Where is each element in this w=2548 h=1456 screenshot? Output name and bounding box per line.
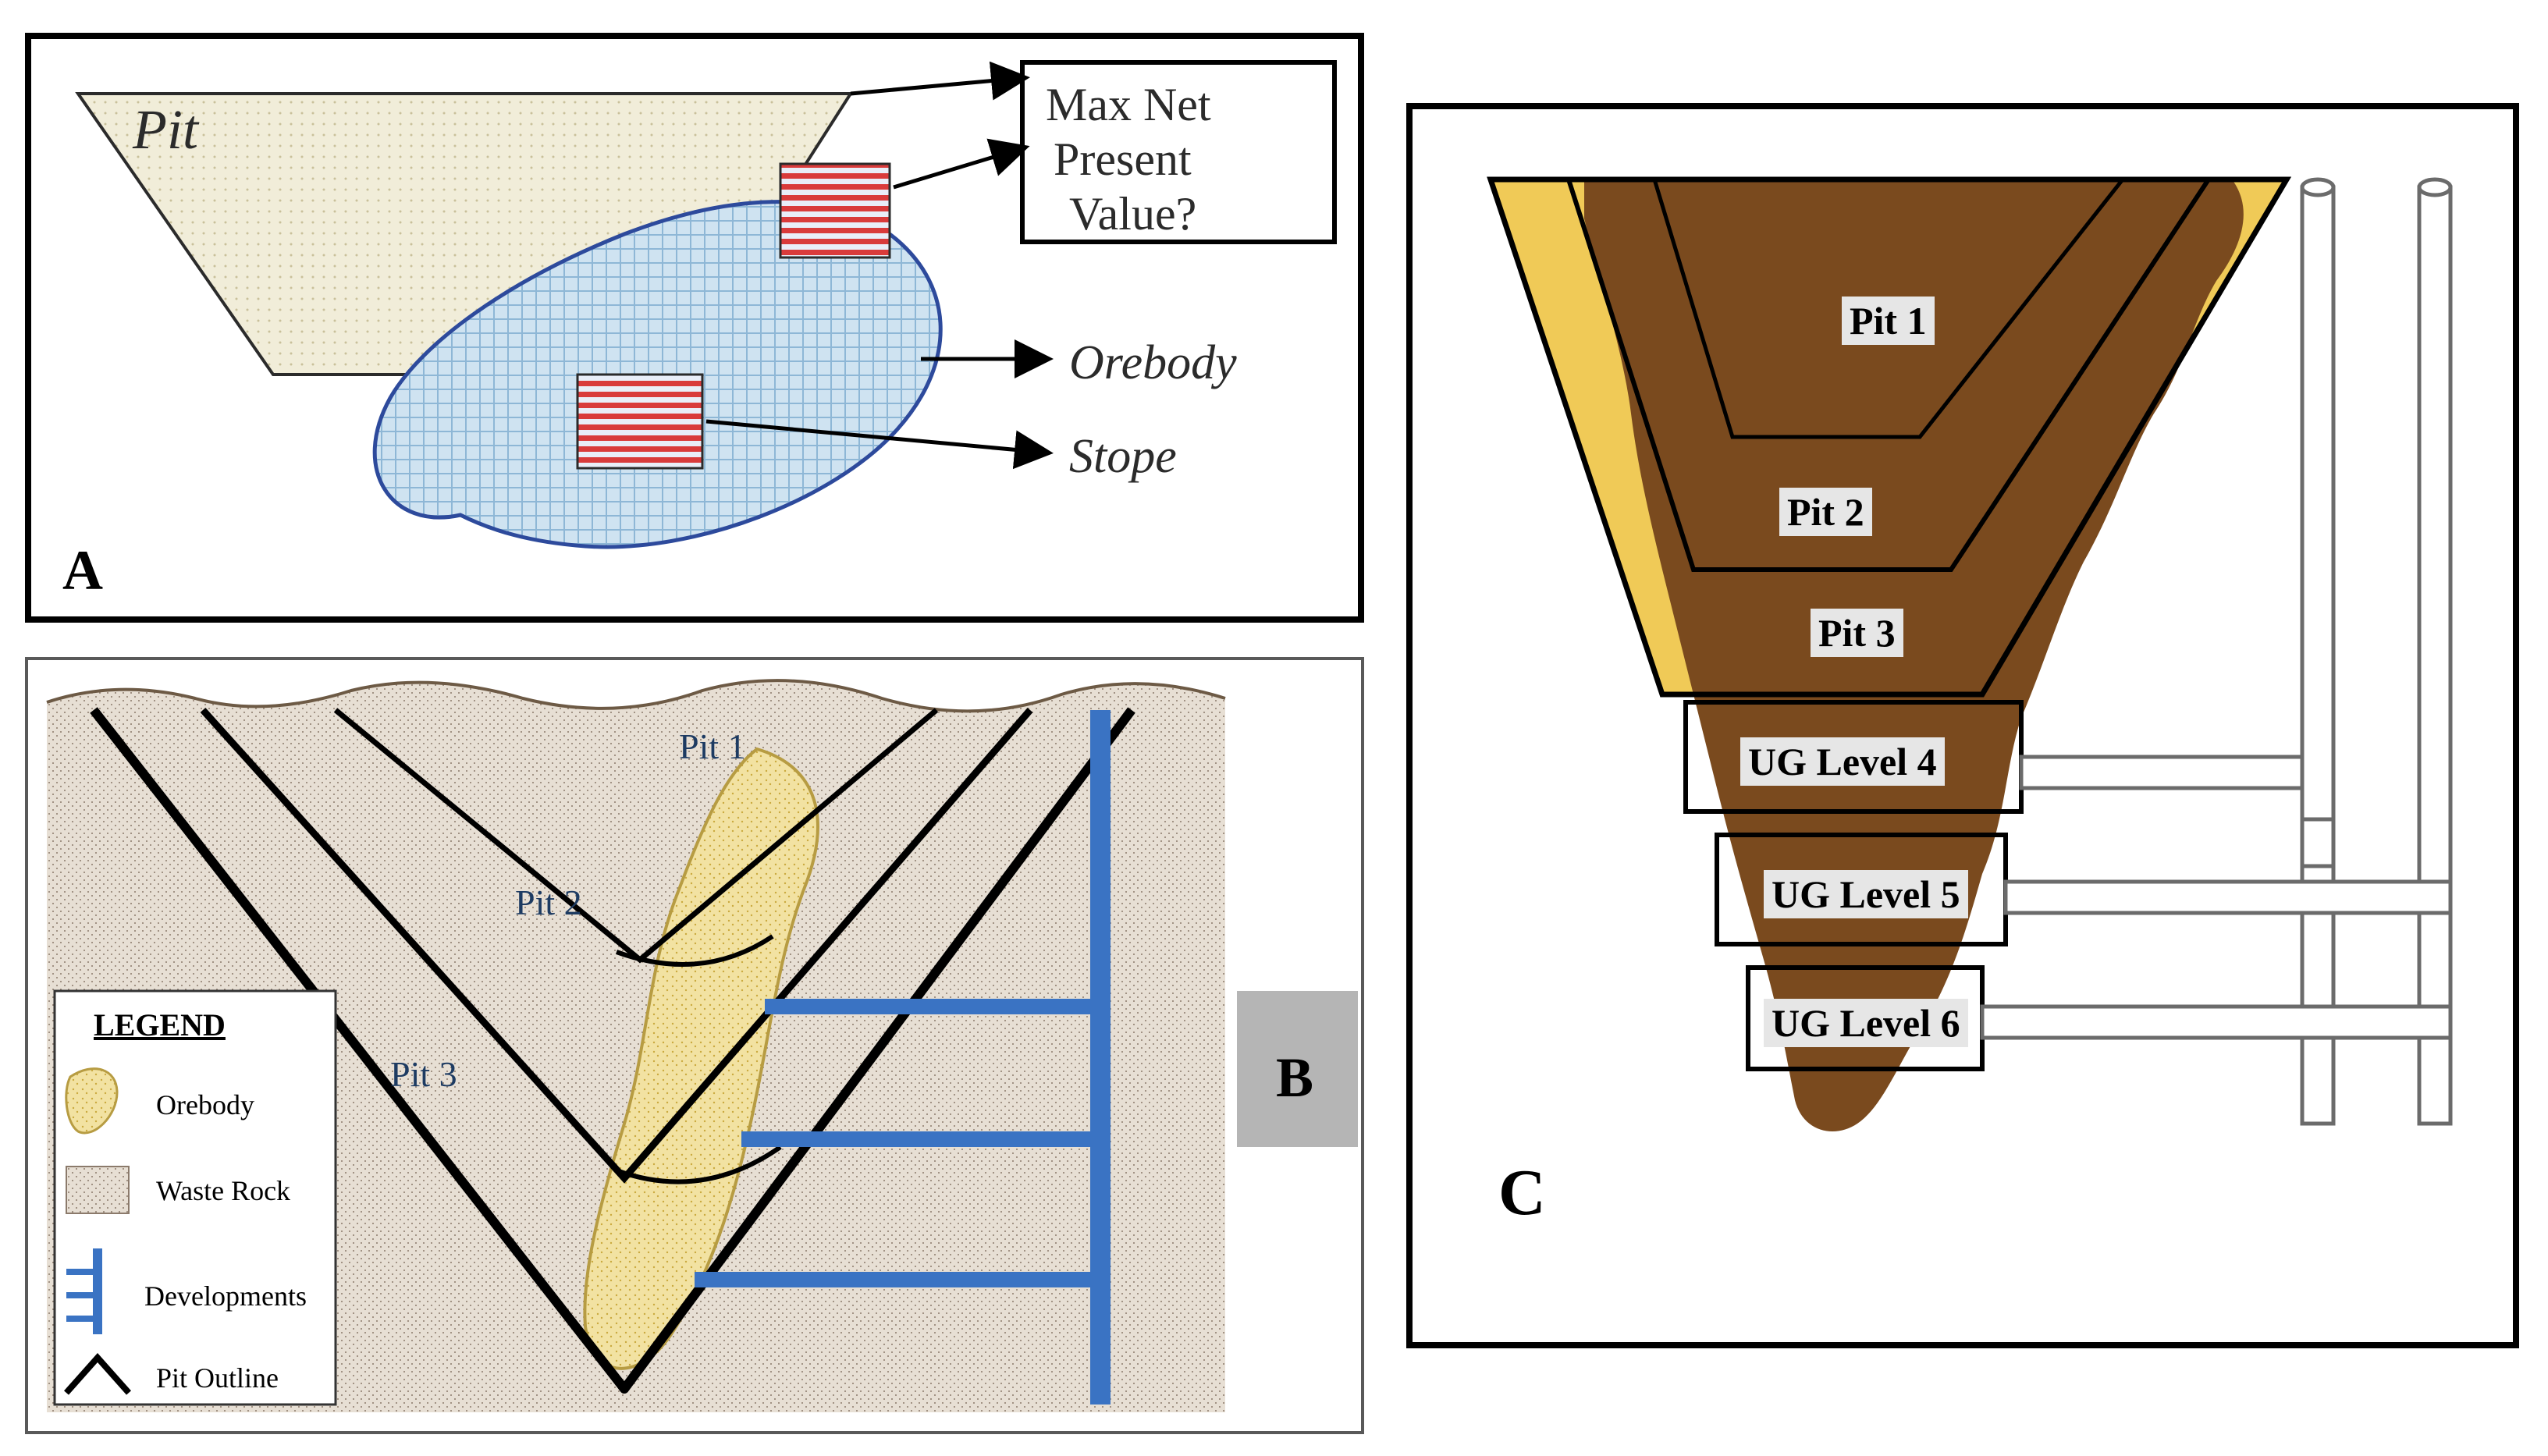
panel-a-stope-upper <box>780 164 890 257</box>
panel-b-pit3-label: Pit 3 <box>390 1053 457 1095</box>
panel-b-tag: B <box>1276 1046 1313 1110</box>
figure-canvas: Pit Max Net Present Value? Orebody Stope… <box>0 0 2548 1456</box>
panel-a-orebody-label: Orebody <box>1069 336 1237 391</box>
panel-b-pit2-label: Pit 2 <box>515 882 582 923</box>
panel-b-svg <box>23 655 1366 1436</box>
panel-c-tag: C <box>1498 1155 1546 1230</box>
panel-b-pit1-label: Pit 1 <box>679 726 746 767</box>
panel-c-pit1-label: Pit 1 <box>1842 297 1935 345</box>
panel-b-legend-orebody: Orebody <box>156 1088 254 1121</box>
panel-a-box-l3: Value? <box>1069 187 1196 241</box>
panel-c-shaft-inner <box>2302 187 2333 1124</box>
panel-c-ug5-label: UG Level 5 <box>1764 870 1968 918</box>
panel-a-tag: A <box>62 538 103 603</box>
panel-a-pit-label: Pit <box>133 98 198 162</box>
panel-b-legend-title: LEGEND <box>94 1007 226 1043</box>
panel-b-legend-dev: Developments <box>144 1280 307 1312</box>
panel-c-pit2-label: Pit 2 <box>1779 488 1872 536</box>
panel-a-box-l2: Present <box>1054 133 1192 186</box>
panel-b-legend-outline: Pit Outline <box>156 1362 279 1394</box>
panel-c-ug4-label: UG Level 4 <box>1740 737 1945 786</box>
panel-c-shaft-outer <box>2419 187 2450 1124</box>
panel-c-ug6-label: UG Level 6 <box>1764 999 1968 1047</box>
panel-c-svg <box>1405 101 2521 1350</box>
panel-b-legend-waste: Waste Rock <box>156 1174 290 1207</box>
panel-a-box-l1: Max Net <box>1046 78 1211 132</box>
panel-a-stope-lower <box>577 375 702 468</box>
panel-a-stope-label: Stope <box>1069 429 1177 485</box>
panel-c-pit3-label: Pit 3 <box>1811 609 1903 657</box>
